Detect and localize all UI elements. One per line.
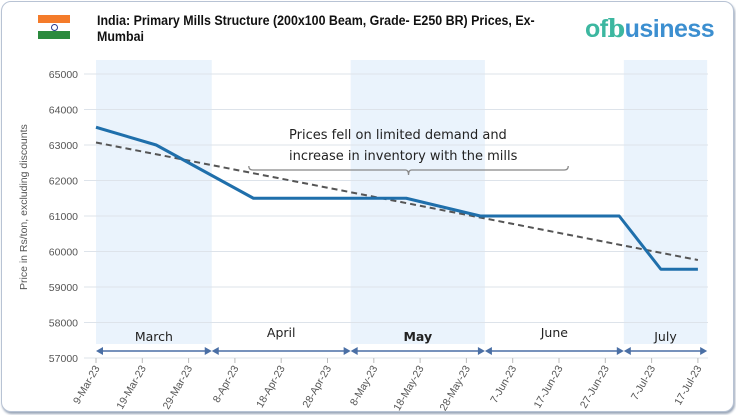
y-tick-label: 63000 xyxy=(49,140,78,152)
y-tick-label: 61000 xyxy=(49,211,78,223)
month-label: May xyxy=(403,329,432,344)
annotation-bracket xyxy=(248,165,569,176)
month-label: March xyxy=(135,329,173,344)
annotation-text: Prices fell on limited demand and xyxy=(289,128,507,143)
y-tick-label: 60000 xyxy=(49,247,78,259)
month-label: April xyxy=(267,325,296,340)
arrow-head-right xyxy=(700,347,708,355)
x-tick-label: 18-May-23 xyxy=(391,363,427,413)
y-tick-label: 64000 xyxy=(49,105,78,117)
arrow-head-left xyxy=(211,347,219,355)
trendline xyxy=(95,141,699,262)
price-line xyxy=(95,125,698,271)
annotation-text: increase in inventory with the mills xyxy=(289,149,518,164)
month-band xyxy=(96,60,212,344)
arrow-head-right xyxy=(343,347,351,355)
x-tick-label: 7-Jul-23 xyxy=(629,363,658,402)
x-tick-label: 18-Apr-23 xyxy=(254,363,288,410)
arrow-head-right xyxy=(616,347,624,355)
x-tick-label: 29-Mar-23 xyxy=(161,363,196,411)
x-tick-label: 8-Apr-23 xyxy=(211,363,242,405)
x-tick-label: 7-Jun-23 xyxy=(488,363,519,405)
x-tick-label: 19-Mar-23 xyxy=(114,363,149,411)
india-flag-icon xyxy=(38,15,70,39)
y-axis-label: Price in Rs/ton, excluding discounts xyxy=(18,124,30,290)
x-tick-label: 27-Jun-23 xyxy=(578,363,612,410)
y-tick-label: 59000 xyxy=(49,282,78,294)
x-tick-label: 8-May-23 xyxy=(348,363,381,408)
month-band xyxy=(623,60,708,344)
x-tick-label: 17-Jul-23 xyxy=(672,363,704,407)
arrow-head-right xyxy=(477,347,485,355)
arrow-head-left xyxy=(484,347,492,355)
ofbusiness-logo: ofbusiness xyxy=(585,14,715,43)
x-tick-label: 17-Jun-23 xyxy=(532,363,566,410)
month-label: June xyxy=(540,325,569,340)
x-tick-label: 28-Apr-23 xyxy=(300,363,334,410)
chart-title: India: Primary Mills Structure (200x100 … xyxy=(97,13,535,44)
y-tick-label: 58000 xyxy=(49,318,78,330)
arrow-head-left xyxy=(623,347,631,355)
month-label: July xyxy=(653,329,677,344)
x-tick-label: 9-Mar-23 xyxy=(71,363,103,406)
x-tick-label: 28-May-23 xyxy=(438,363,474,413)
y-tick-label: 65000 xyxy=(49,69,78,81)
arrow-head-left xyxy=(96,347,103,355)
y-tick-label: 62000 xyxy=(49,176,78,188)
y-tick-label: 57000 xyxy=(49,353,78,365)
arrow-head-left xyxy=(350,347,358,355)
arrow-head-right xyxy=(204,347,212,355)
